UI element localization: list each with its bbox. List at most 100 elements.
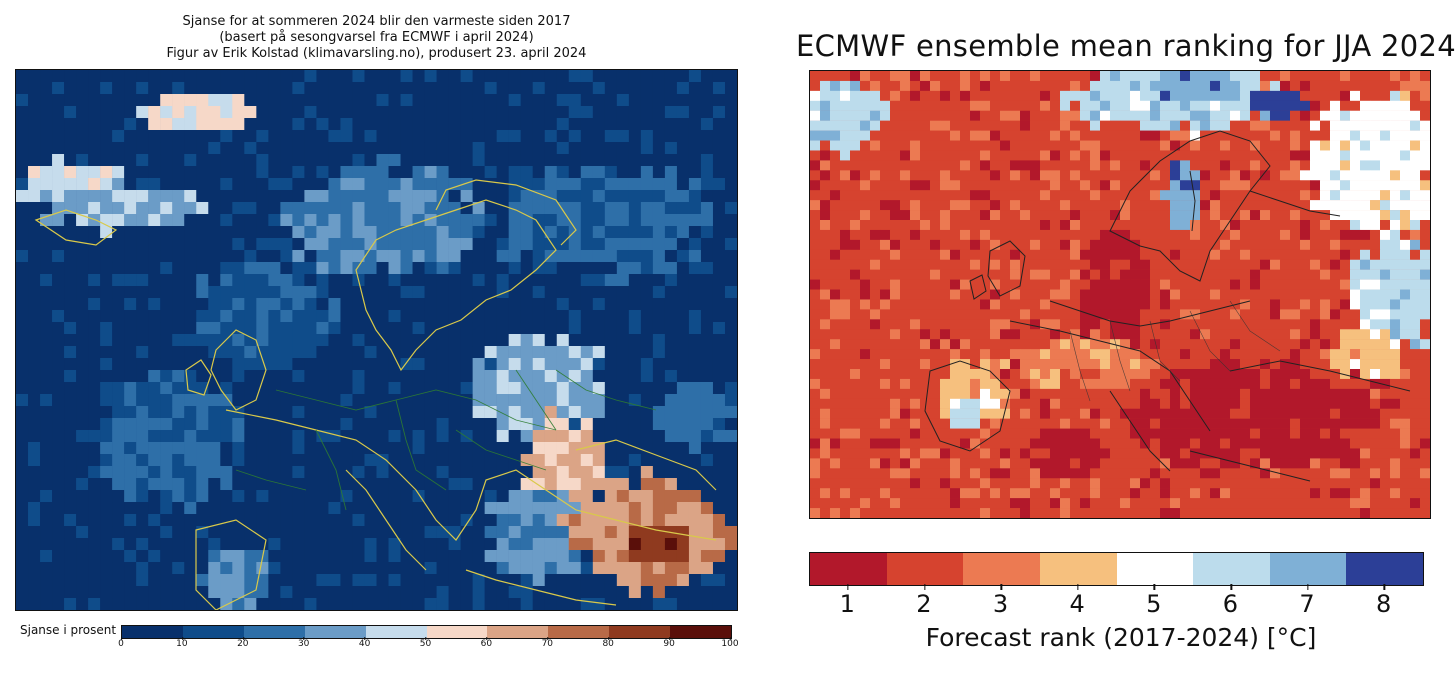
heatmap-cell — [1090, 428, 1101, 439]
heatmap-cell — [870, 378, 881, 390]
heatmap-cell — [340, 514, 353, 527]
heatmap-cell — [136, 490, 149, 503]
heatmap-cell — [400, 82, 413, 95]
heatmap-cell — [268, 238, 281, 251]
heatmap-cell — [316, 466, 329, 479]
heatmap-cell — [532, 70, 545, 83]
heatmap-cell — [16, 538, 29, 551]
heatmap-cell — [628, 370, 642, 383]
heatmap-cell — [1200, 100, 1211, 111]
heatmap-cell — [1210, 279, 1221, 290]
heatmap-cell — [544, 514, 557, 527]
heatmap-cell — [532, 514, 545, 527]
heatmap-cell — [364, 202, 377, 215]
heatmap-cell — [232, 286, 245, 299]
heatmap-cell — [532, 106, 545, 119]
heatmap-cell — [1140, 90, 1151, 101]
heatmap-cell — [568, 226, 582, 239]
heatmap-cell — [268, 598, 281, 610]
heatmap-cell — [88, 190, 101, 203]
heatmap-cell — [940, 80, 951, 92]
heatmap-cell — [412, 598, 425, 610]
heatmap-cell — [1400, 408, 1411, 419]
heatmap-cell — [910, 210, 921, 221]
heatmap-cell — [724, 298, 737, 311]
heatmap-cell — [592, 250, 606, 263]
heatmap-cell — [340, 154, 353, 167]
heatmap-cell — [840, 418, 851, 429]
heatmap-cell — [688, 454, 702, 467]
heatmap-cell — [580, 154, 594, 167]
heatmap-cell — [472, 430, 485, 443]
heatmap-cell — [1200, 269, 1211, 280]
heatmap-cell — [292, 274, 305, 287]
heatmap-cell — [1050, 349, 1061, 360]
heatmap-cell — [910, 239, 921, 250]
heatmap-cell — [136, 166, 149, 179]
heatmap-cell — [1400, 349, 1411, 360]
heatmap-cell — [484, 262, 497, 275]
heatmap-cell — [148, 310, 161, 323]
heatmap-cell — [40, 274, 53, 287]
heatmap-cell — [484, 358, 497, 371]
heatmap-cell — [1360, 220, 1371, 231]
heatmap-cell — [448, 178, 461, 191]
heatmap-cell — [980, 170, 991, 181]
heatmap-cell — [1330, 319, 1341, 330]
heatmap-cell — [16, 310, 29, 323]
heatmap-cell — [1190, 369, 1201, 380]
heatmap-cell — [292, 250, 305, 263]
heatmap-cell — [220, 454, 233, 467]
heatmap-cell — [232, 466, 245, 479]
heatmap-cell — [568, 310, 582, 323]
heatmap-cell — [1120, 130, 1131, 141]
heatmap-cell — [1080, 428, 1091, 439]
heatmap-cell — [604, 226, 618, 239]
heatmap-cell — [860, 160, 871, 171]
heatmap-cell — [1120, 220, 1131, 231]
heatmap-cell — [340, 298, 353, 311]
heatmap-cell — [400, 262, 413, 275]
heatmap-cell — [580, 238, 594, 251]
heatmap-cell — [304, 94, 317, 107]
heatmap-cell — [1100, 170, 1111, 181]
heatmap-cell — [1070, 319, 1081, 330]
heatmap-cell — [676, 238, 690, 251]
heatmap-cell — [1270, 71, 1281, 82]
heatmap-cell — [640, 202, 654, 215]
heatmap-cell — [76, 82, 89, 95]
heatmap-cell — [960, 220, 971, 231]
heatmap-cell — [316, 94, 329, 107]
heatmap-cell — [208, 394, 221, 407]
heatmap-cell — [124, 490, 137, 503]
left-colorbar-tick-label: 70 — [541, 637, 554, 649]
heatmap-cell — [340, 502, 353, 515]
heatmap-cell — [424, 106, 437, 119]
heatmap-cell — [232, 166, 245, 179]
heatmap-cell — [580, 418, 594, 431]
heatmap-cell — [220, 598, 233, 610]
heatmap-cell — [950, 140, 961, 151]
heatmap-cell — [148, 238, 161, 251]
heatmap-cell — [544, 286, 557, 299]
heatmap-cell — [292, 214, 305, 227]
heatmap-cell — [1180, 160, 1191, 171]
heatmap-cell — [40, 394, 53, 407]
heatmap-cell — [304, 430, 317, 443]
heatmap-cell — [830, 249, 841, 260]
heatmap-cell — [520, 442, 533, 455]
heatmap-cell — [1250, 200, 1261, 211]
heatmap-cell — [1150, 329, 1161, 340]
heatmap-cell — [124, 526, 137, 539]
heatmap-cell — [1200, 339, 1211, 350]
heatmap-cell — [1260, 180, 1271, 191]
heatmap-cell — [1320, 180, 1331, 191]
heatmap-cell — [100, 586, 113, 599]
heatmap-cell — [1130, 269, 1141, 280]
heatmap-cell — [1100, 239, 1111, 250]
heatmap-cell — [1190, 90, 1201, 101]
heatmap-cell — [448, 430, 461, 443]
heatmap-cell — [28, 442, 41, 455]
heatmap-cell — [136, 226, 149, 239]
heatmap-cell — [880, 359, 891, 370]
